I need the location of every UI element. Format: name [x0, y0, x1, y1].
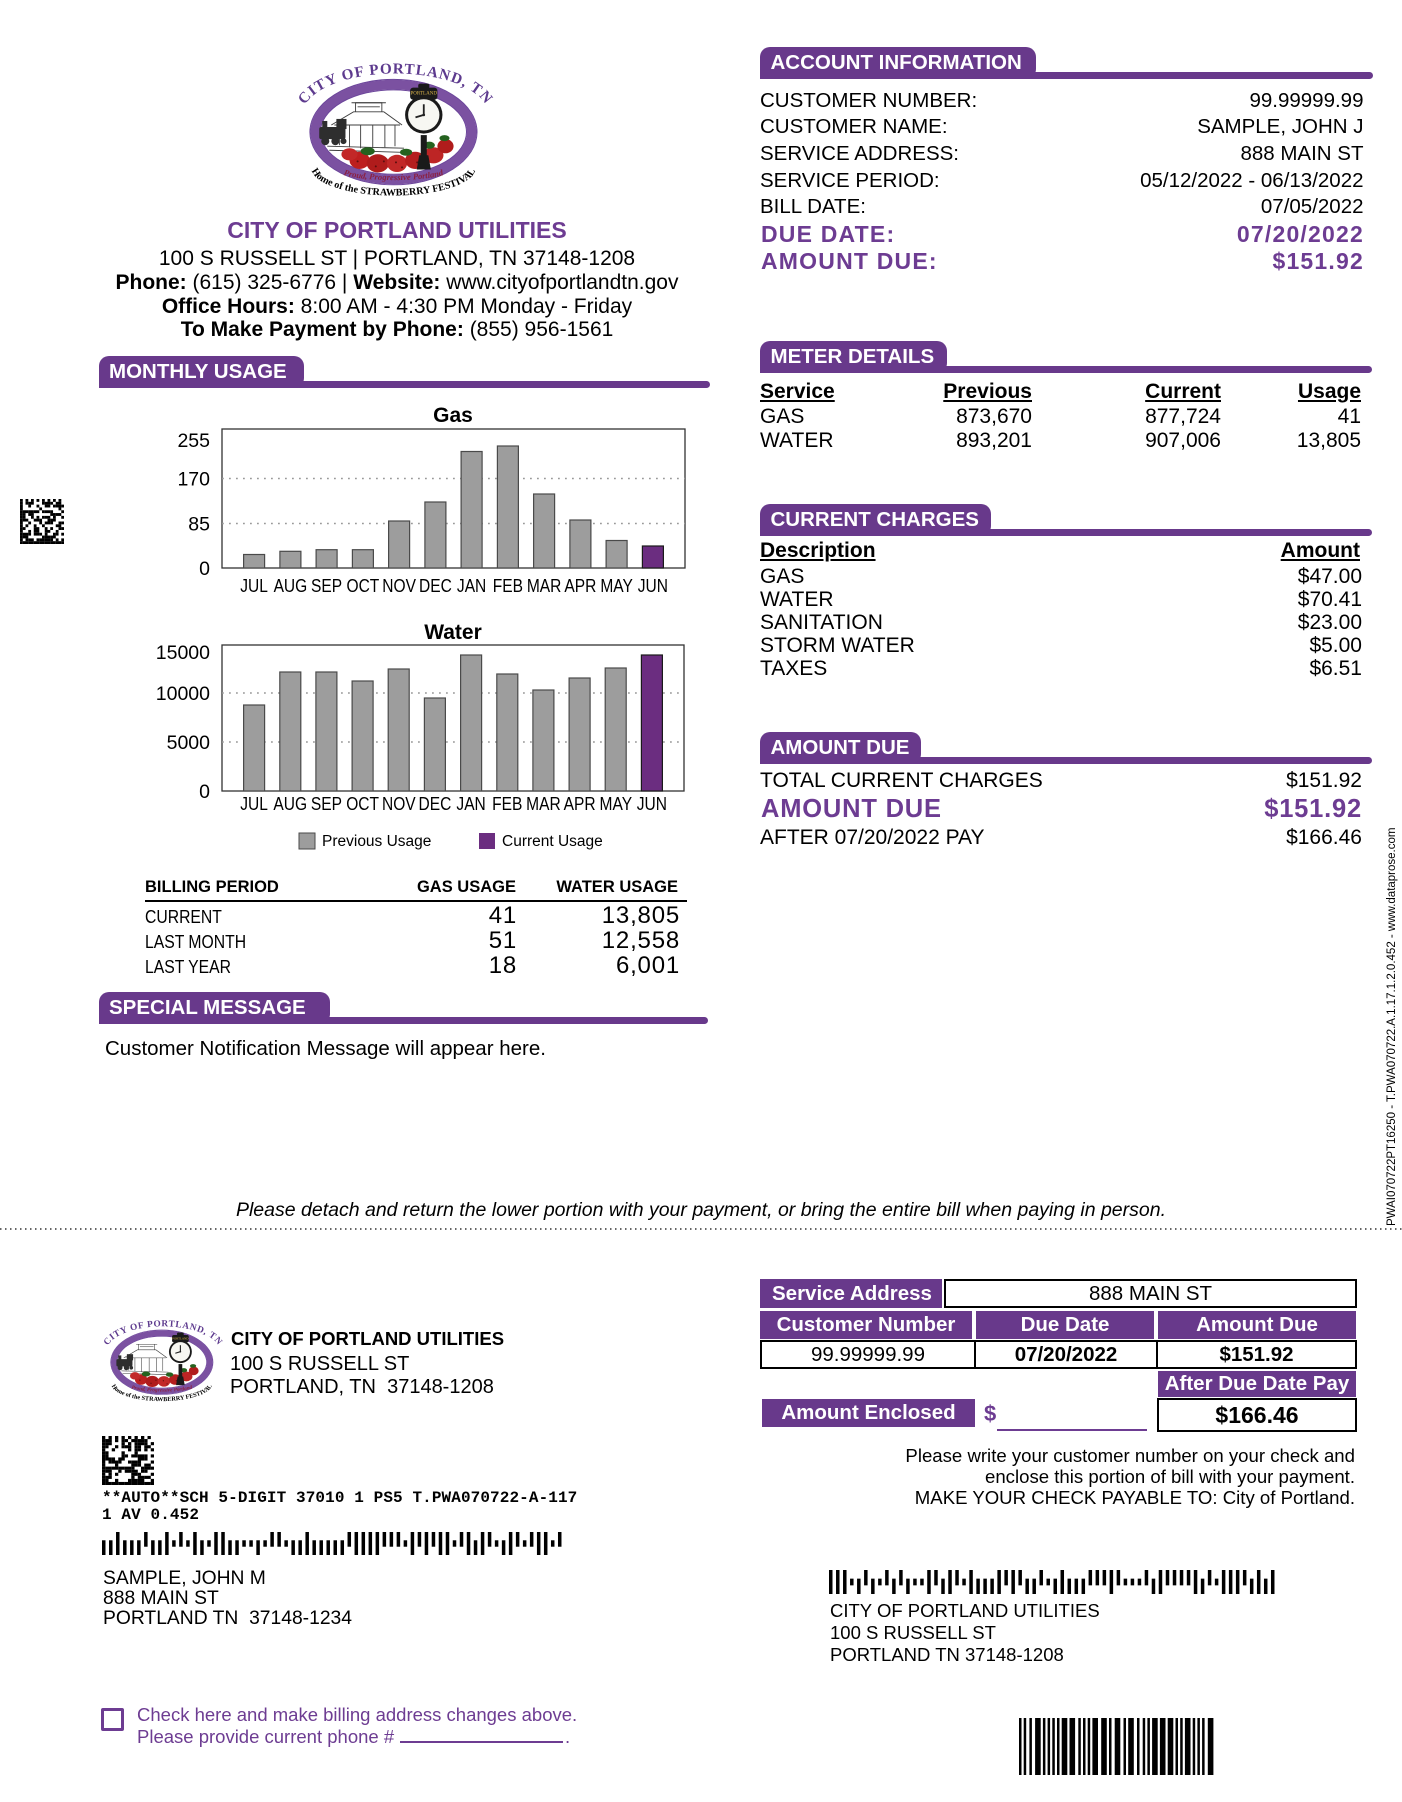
svg-text:Current Usage: Current Usage [502, 833, 603, 850]
svg-text:JAN: JAN [457, 576, 486, 597]
svg-text:JAN: JAN [456, 794, 485, 815]
svg-text:JUL: JUL [240, 794, 268, 815]
svg-text:MAR: MAR [527, 576, 562, 597]
svg-text:JUN: JUN [638, 576, 668, 597]
svg-text:5000: 5000 [167, 732, 211, 754]
svg-text:MAY: MAY [600, 576, 633, 597]
svg-text:APR: APR [564, 576, 596, 597]
svg-text:DEC: DEC [418, 794, 451, 815]
svg-text:NOV: NOV [382, 794, 416, 815]
svg-text:MAY: MAY [600, 794, 633, 815]
svg-text:170: 170 [177, 469, 210, 491]
svg-text:85: 85 [188, 514, 210, 536]
svg-text:AUG: AUG [273, 794, 307, 815]
svg-text:FEB: FEB [492, 794, 522, 815]
svg-text:Water: Water [424, 621, 482, 644]
svg-text:SEP: SEP [311, 576, 342, 597]
svg-text:FEB: FEB [493, 576, 523, 597]
svg-text:Gas: Gas [433, 404, 473, 427]
svg-text:JUL: JUL [240, 576, 268, 597]
svg-text:NOV: NOV [382, 576, 416, 597]
svg-text:APR: APR [564, 794, 596, 815]
svg-text:OCT: OCT [346, 576, 379, 597]
svg-text:0: 0 [199, 558, 210, 580]
svg-text:0: 0 [199, 781, 210, 803]
svg-text:255: 255 [177, 430, 210, 452]
svg-text:OCT: OCT [346, 794, 379, 815]
svg-text:JUN: JUN [637, 794, 667, 815]
svg-text:SEP: SEP [311, 794, 342, 815]
svg-text:DEC: DEC [419, 576, 452, 597]
svg-text:AUG: AUG [274, 576, 308, 597]
svg-text:10000: 10000 [156, 683, 210, 705]
svg-text:Previous Usage: Previous Usage [322, 833, 431, 850]
svg-text:15000: 15000 [156, 642, 210, 664]
svg-text:MAR: MAR [526, 794, 561, 815]
